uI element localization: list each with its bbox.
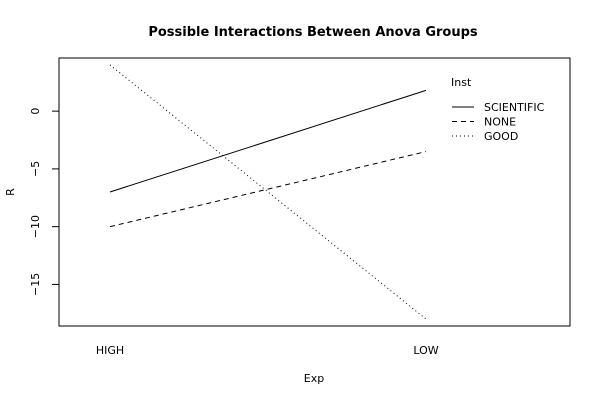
- x-axis: HIGH LOW: [96, 344, 439, 357]
- x-axis-label: Exp: [304, 372, 324, 385]
- legend-label-good: GOOD: [484, 130, 518, 143]
- y-axis-label: R: [4, 188, 17, 196]
- y-tick-label: −10: [29, 215, 42, 238]
- series-line-good: [109, 64, 427, 320]
- x-tick-label: HIGH: [96, 344, 124, 357]
- series-layer: [109, 64, 427, 320]
- series-line-none: [109, 151, 427, 228]
- y-tick-label: 0: [29, 108, 42, 115]
- series-line-scientific: [109, 89, 427, 193]
- legend-label-scientific: SCIENTIFIC: [484, 101, 545, 114]
- y-axis: 0 −5 −10 −15: [29, 108, 59, 296]
- y-tick-label: −5: [29, 161, 42, 177]
- y-tick-label: −15: [29, 273, 42, 296]
- legend-title: Inst: [451, 76, 472, 89]
- legend-label-none: NONE: [484, 116, 516, 129]
- chart-title: Possible Interactions Between Anova Grou…: [148, 25, 478, 40]
- x-tick-label: LOW: [413, 344, 438, 357]
- plot-frame: [58, 57, 571, 327]
